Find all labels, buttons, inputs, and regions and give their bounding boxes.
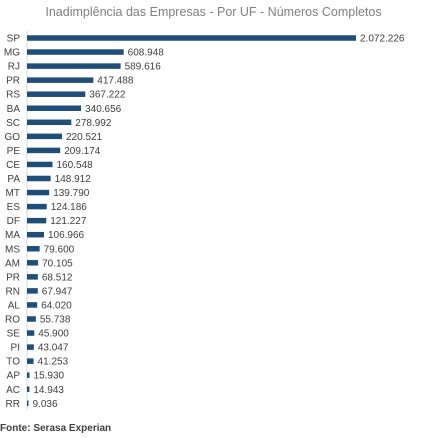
category-label: BA	[7, 104, 21, 115]
bar-to-23	[27, 358, 34, 364]
bar-rn-18	[27, 288, 38, 294]
category-label: RO	[5, 315, 20, 326]
bar-go-7	[27, 133, 63, 140]
value-label: 67.947	[42, 286, 73, 297]
value-label: 139.790	[53, 188, 90, 199]
category-label: AM	[5, 258, 20, 269]
chart-title: Inadimplência das Empresas - Por UF - Nú…	[45, 5, 382, 19]
bar-ap-24	[27, 372, 30, 378]
bar-ba-5	[27, 105, 82, 111]
bar-chart: SP MG RJ PR RS BA SC GO PE CE PA MT ES DF MA MS AM PR RN AL…	[4, 31, 405, 411]
value-label: 41.253	[38, 357, 69, 368]
value-label: 340.656	[85, 104, 122, 115]
category-label: ES	[7, 202, 21, 213]
category-label: DF	[7, 216, 20, 227]
value-labels: 2.072.226 608.948 589.616 417.488 367.222 340…	[33, 34, 405, 410]
value-label: 2.072.226	[360, 34, 405, 45]
bar-rs-4	[27, 91, 86, 97]
category-label: RS	[6, 90, 20, 101]
category-label: SE	[7, 329, 21, 340]
bar-ma-14	[27, 231, 44, 238]
bar-am-16	[27, 260, 39, 266]
category-label: RN	[6, 286, 20, 297]
value-label: 9.036	[33, 399, 58, 410]
category-label: GO	[4, 132, 20, 143]
category-label: MT	[6, 188, 20, 199]
value-label: 209.174	[64, 146, 101, 157]
value-label: 124.186	[51, 202, 88, 213]
value-label: 121.227	[50, 216, 87, 227]
value-label: 14.943	[33, 385, 64, 396]
category-label: AL	[8, 300, 21, 311]
category-label: SC	[6, 118, 20, 129]
value-label: 148.912	[55, 174, 92, 185]
bar-ms-15	[27, 246, 40, 252]
bar-sc-6	[27, 119, 72, 126]
bar-mg-1	[27, 49, 124, 55]
source-note: Fonte: Serasa Experian	[0, 423, 112, 434]
bar-rj-2	[27, 63, 121, 69]
category-label: PE	[7, 146, 21, 157]
category-labels: SP MG RJ PR RS BA SC GO PE CE PA MT ES DF MA MS AM PR RN AL…	[4, 34, 21, 410]
category-label: PI	[11, 343, 20, 354]
category-label: SP	[7, 34, 21, 45]
value-label: 106.966	[48, 230, 85, 241]
bar-pi-22	[27, 344, 34, 350]
bar-al-19	[27, 302, 38, 308]
bar-es-12	[27, 203, 47, 210]
bar-df-13	[27, 217, 47, 224]
bar-ro-20	[27, 316, 36, 322]
category-label: PR	[6, 76, 20, 87]
value-label: 45.900	[38, 329, 69, 340]
bar-mt-11	[27, 189, 50, 196]
value-label: 417.488	[97, 76, 134, 87]
value-label: 79.600	[44, 244, 75, 255]
value-label: 64.020	[41, 300, 72, 311]
category-label: AC	[6, 385, 20, 396]
bar-pe-8	[27, 147, 61, 154]
category-label: TO	[6, 357, 20, 368]
value-label: 589.616	[125, 62, 162, 73]
value-label: 608.948	[128, 48, 165, 59]
category-label: MA	[5, 230, 20, 241]
bars-group	[27, 35, 356, 407]
category-label: RR	[6, 399, 20, 410]
value-label: 70.105	[42, 258, 73, 269]
category-label: AP	[7, 371, 21, 382]
bar-sp-0	[27, 35, 356, 41]
category-label: MG	[4, 48, 20, 59]
bar-pr-17	[27, 274, 38, 280]
value-label: 160.548	[56, 160, 93, 171]
value-label: 68.512	[42, 272, 73, 283]
bar-pr-3	[27, 77, 94, 83]
bar-se-21	[27, 330, 35, 336]
value-label: 43.047	[38, 343, 69, 354]
value-label: 278.992	[75, 118, 112, 129]
value-label: 55.738	[40, 315, 71, 326]
value-label: 220.521	[66, 132, 103, 143]
bar-rr-26	[27, 400, 29, 407]
bar-pa-10	[27, 175, 51, 182]
value-label: 15.930	[34, 371, 65, 382]
category-label: RJ	[8, 62, 20, 73]
category-label: PR	[6, 272, 20, 283]
bar-ce-9	[27, 161, 53, 168]
category-label: PA	[7, 174, 20, 185]
category-label: CE	[6, 160, 20, 171]
value-label: 367.222	[89, 90, 126, 101]
category-label: MS	[5, 244, 20, 255]
bar-ac-25	[27, 386, 30, 392]
